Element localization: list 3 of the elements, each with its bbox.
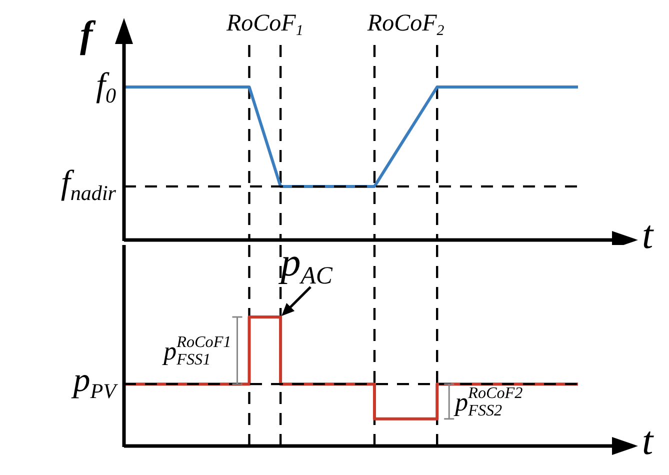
x-axis-title: t	[642, 417, 655, 465]
x-axis-title: t	[642, 211, 655, 259]
y-axis-title: f	[80, 13, 97, 58]
